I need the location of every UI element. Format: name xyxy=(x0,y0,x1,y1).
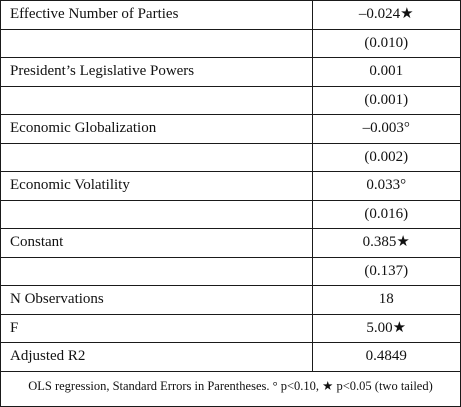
row-label: Economic Volatility xyxy=(1,171,313,201)
table-row: (0.001) xyxy=(1,85,460,115)
table-row: N Observations 18 xyxy=(1,285,460,315)
table-row: (0.016) xyxy=(1,199,460,229)
row-value: 0.001 xyxy=(311,57,460,87)
row-label: President’s Legislative Powers xyxy=(1,57,313,87)
table-row: Adjusted R2 0.4849 xyxy=(1,342,460,372)
row-label xyxy=(1,256,313,286)
row-label: Effective Number of Parties xyxy=(1,1,313,30)
row-value: (0.002) xyxy=(311,142,460,172)
row-label xyxy=(1,28,313,58)
table-row: (0.137) xyxy=(1,256,460,286)
table-row: (0.010) xyxy=(1,28,460,58)
row-value: 0.033° xyxy=(311,171,460,201)
row-value: (0.016) xyxy=(311,199,460,229)
table-row: Economic Globalization –0.003° xyxy=(1,114,460,144)
table-row: F 5.00★ xyxy=(1,313,460,343)
table-footnote: OLS regression, Standard Errors in Paren… xyxy=(1,370,460,401)
table-row: Constant 0.385★ xyxy=(1,228,460,258)
row-label xyxy=(1,142,313,172)
table-row: Economic Volatility 0.033° xyxy=(1,171,460,201)
row-label: Economic Globalization xyxy=(1,114,313,144)
row-label xyxy=(1,85,313,115)
row-label: N Observations xyxy=(1,285,313,315)
row-value: 18 xyxy=(311,285,460,315)
table-note-row: OLS regression, Standard Errors in Paren… xyxy=(1,370,460,401)
table-row: President’s Legislative Powers 0.001 xyxy=(1,57,460,87)
row-label: F xyxy=(1,313,313,343)
row-label: Constant xyxy=(1,228,313,258)
row-value: 0.4849 xyxy=(311,342,460,372)
row-value: (0.137) xyxy=(311,256,460,286)
row-value: (0.010) xyxy=(311,28,460,58)
table-row: Effective Number of Parties –0.024★ xyxy=(1,1,460,30)
row-value: 5.00★ xyxy=(311,313,460,343)
table-row: (0.002) xyxy=(1,142,460,172)
regression-table: Effective Number of Parties –0.024★ (0.0… xyxy=(1,1,460,401)
row-value: –0.024★ xyxy=(311,1,460,30)
row-value: 0.385★ xyxy=(311,228,460,258)
row-label xyxy=(1,199,313,229)
row-value: –0.003° xyxy=(311,114,460,144)
row-label: Adjusted R2 xyxy=(1,342,313,372)
row-value: (0.001) xyxy=(311,85,460,115)
